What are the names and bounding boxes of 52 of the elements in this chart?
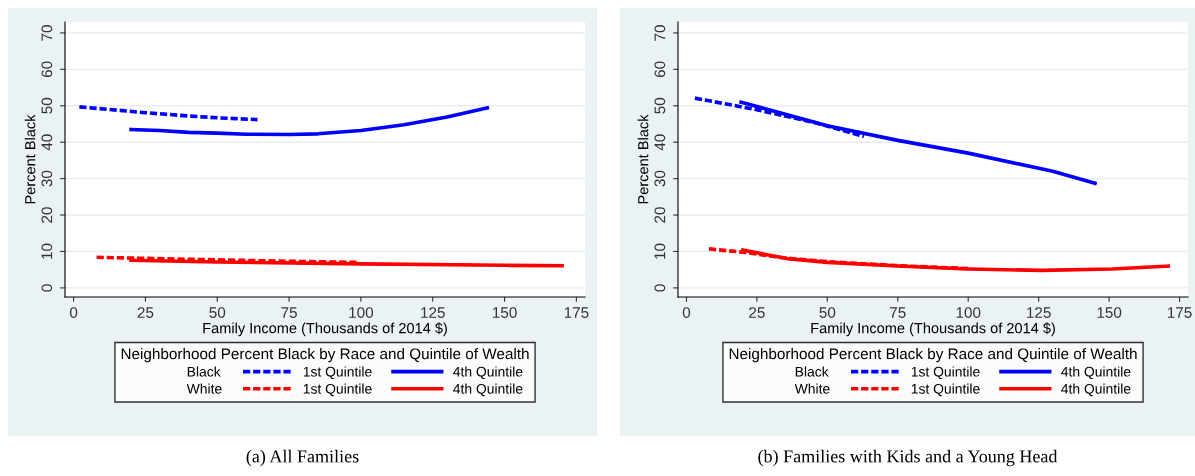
y-tick-label: 0 — [654, 284, 666, 292]
legend-label: 1st Quintile — [303, 383, 372, 397]
x-tick-label: 25 — [137, 307, 154, 318]
text: White — [794, 383, 830, 394]
x-tick-label: 125 — [1027, 307, 1051, 318]
legend-label: 4th Quintile — [1061, 366, 1131, 380]
x-tick-label: 175 — [1167, 307, 1192, 318]
text: Black — [187, 366, 221, 377]
y-axis-title: Percent Black — [24, 114, 36, 204]
x-tick-label: 125 — [421, 307, 445, 318]
x-tick-label: 0 — [69, 307, 78, 318]
y-tick-label: 30 — [654, 170, 666, 187]
x-tick-label: 100 — [956, 307, 981, 318]
y-tick-label: 20 — [41, 207, 53, 223]
x-tick-label: 25 — [749, 307, 765, 318]
y-tick-label: 40 — [654, 134, 666, 151]
legend-label: 4th Quintile — [453, 366, 523, 380]
x-axis-title: Family Income (Thousands of 2014 $) — [203, 322, 447, 337]
legend-label: 4th Quintile — [453, 383, 523, 397]
x-tick-label: 75 — [281, 307, 297, 318]
x-axis-title: Family Income (Thousands of 2014 $) — [811, 322, 1055, 337]
y-tick-label: 30 — [41, 170, 53, 187]
x-tick-label: 150 — [492, 307, 517, 318]
y-tick-label: 70 — [654, 25, 666, 41]
text: Black — [795, 366, 829, 377]
legend-title: Neighborhood Percent Black by Race and Quintile of Wealth — [729, 348, 1137, 363]
legend-title: Neighborhood Percent Black by Race and Quintile of Wealth — [121, 348, 529, 363]
y-axis-title: Percent Black — [637, 114, 649, 204]
x-tick-label: 0 — [682, 307, 691, 318]
y-tick-label: 0 — [41, 284, 53, 292]
y-tick-label: 60 — [41, 61, 53, 78]
x-tick-label: 50 — [819, 307, 836, 318]
x-tick-label: 150 — [1097, 307, 1122, 318]
x-tick-label: 75 — [890, 307, 906, 318]
y-tick-label: 40 — [41, 134, 53, 151]
y-tick-label: 50 — [654, 97, 666, 114]
x-tick-label: 175 — [564, 307, 589, 318]
y-tick-label: 20 — [654, 207, 666, 223]
y-tick-label: 70 — [41, 25, 53, 41]
x-tick-label: 50 — [209, 307, 226, 318]
legend-label: 1st Quintile — [911, 366, 980, 380]
x-tick-label: 100 — [349, 307, 374, 318]
text: (b) Families with Kids and a Young Head — [758, 449, 1058, 467]
legend-label: 1st Quintile — [911, 383, 980, 397]
legend-label: 1st Quintile — [303, 366, 372, 380]
text: White — [186, 383, 222, 394]
text: (a) All Families — [246, 449, 359, 467]
y-tick-label: 50 — [41, 97, 53, 114]
y-tick-label: 10 — [654, 243, 666, 259]
y-tick-label: 60 — [654, 61, 666, 78]
legend-label: 4th Quintile — [1061, 383, 1131, 397]
y-tick-label: 10 — [41, 243, 53, 259]
